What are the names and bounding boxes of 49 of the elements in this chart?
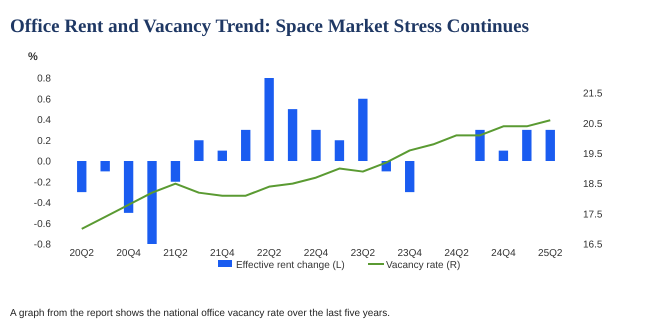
y-tick-label: -0.6 [34,218,52,230]
bar [77,161,86,192]
legend-label: Vacancy rate (R) [386,260,460,271]
x-tick-label: 21Q2 [163,248,188,259]
bar [170,161,180,182]
bar [288,109,298,161]
x-tick-label: 20Q2 [70,248,94,259]
x-tick-label: 24Q2 [444,248,470,259]
bar [218,150,227,161]
text: A graph from the report shows the national office vacancy rate over the last five years. [10,308,390,319]
bar [100,161,110,172]
y2-tick-label: 16.5 [583,240,603,250]
x-tick-label: 23Q4 [397,248,422,259]
y-tick-label: 0.8 [37,74,52,84]
y-tick-label: 0.2 [37,136,52,147]
bar [311,130,321,161]
y2-tick-label: 18.5 [583,179,603,190]
bar [147,161,157,244]
bar [124,161,134,213]
x-tick-label: 22Q4 [304,248,329,259]
y2-tick-label: 21.5 [583,88,603,100]
x-tick-label: 23Q2 [350,248,376,259]
y-tick-label: 0.0 [37,156,52,168]
y-axis-title: % [28,51,38,63]
line-series [80,119,552,230]
bar [241,130,250,161]
y-tick-label: -0.8 [34,240,52,250]
x-tick-label: 21Q4 [210,248,235,259]
y2-tick-label: 20.5 [583,118,603,130]
bar [405,161,414,192]
bar [522,130,532,161]
y-tick-label: 0.4 [37,115,52,126]
bar [194,140,204,161]
y-tick-label: -0.4 [34,198,52,209]
y2-tick-label: 17.5 [583,209,603,220]
x-tick-label: 20Q4 [116,248,142,259]
bar [334,140,344,161]
chart-title: Office Rent and Vacancy Trend: Space Market Stress Continues [10,16,529,37]
legend-label: Effective rent change (L) [236,260,345,271]
x-tick-label: 25Q2 [538,248,563,259]
y2-tick-label: 19.5 [583,148,603,160]
x-tick-label: 24Q4 [491,248,516,259]
y-tick-label: -0.2 [34,177,52,188]
bar [546,130,555,161]
y-tick-label: 0.6 [37,94,52,106]
bar [358,98,368,161]
x-tick-label: 22Q2 [256,248,282,259]
bar [264,78,274,161]
bar [498,150,508,161]
